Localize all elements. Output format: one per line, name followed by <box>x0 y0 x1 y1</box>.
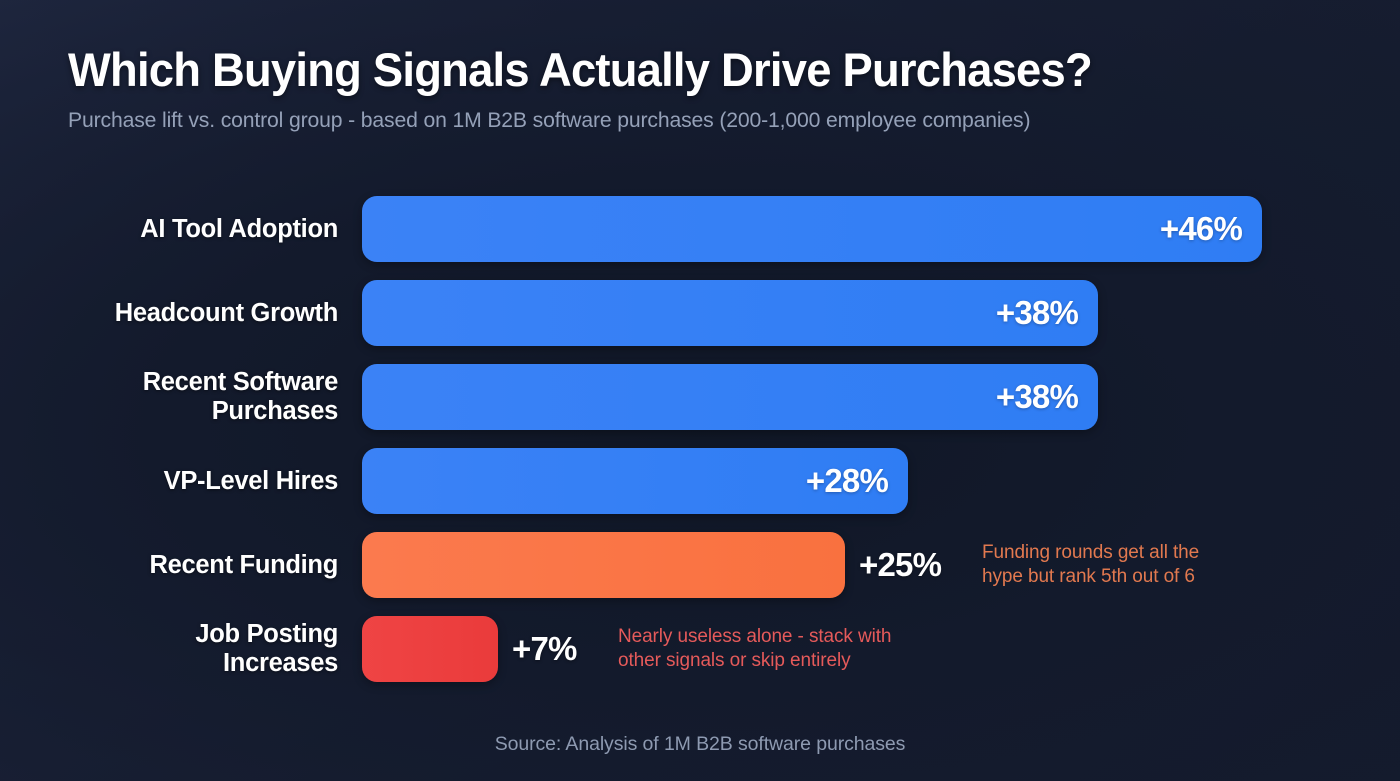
bar[interactable]: +46% <box>362 196 1262 262</box>
bar-track: +46% <box>362 196 1400 262</box>
bar[interactable] <box>362 532 845 598</box>
bar-category-label-line: Job Posting <box>195 620 338 649</box>
bar[interactable]: +38% <box>362 280 1098 346</box>
bar-category-label-line: Recent Software <box>142 368 339 397</box>
bar-annotation: Funding rounds get all the hype but rank … <box>982 532 1199 598</box>
bar-track: +38% <box>362 280 1400 346</box>
bar-category-label: AI Tool Adoption <box>38 196 338 262</box>
bar-category-label-line: Headcount Growth <box>114 298 339 327</box>
bar-annotation-line: other signals or skip entirely <box>618 650 851 671</box>
bar-annotation-line: Funding rounds get all the <box>982 542 1200 564</box>
bar-track: +7% Nearly useless alone - stack with othe… <box>362 616 1400 682</box>
bar-row: Job Posting Increases +7% Nearly useless al… <box>0 616 1400 682</box>
bar-row: Recent Funding +25% Funding rounds get all… <box>0 532 1400 598</box>
bar-track: +38% <box>362 364 1400 430</box>
page-title: Which Buying Signals Actually Drive Purc… <box>68 43 1093 96</box>
chart-header: Which Buying Signals Actually Drive Purc… <box>68 43 1368 133</box>
bar-row: Headcount Growth +38% <box>0 280 1400 346</box>
bar[interactable] <box>362 616 498 682</box>
bar-annotation-line: hype but rank 5th out of 6 <box>982 566 1195 587</box>
bar-category-label-line: Recent Funding <box>149 550 339 579</box>
bar-category-label: Recent Software Purchases <box>38 364 339 430</box>
bar-annotation: Nearly useless alone - stack with other s… <box>618 616 891 682</box>
bar-value-label: +46% <box>1159 210 1243 247</box>
bar-value-label: +38% <box>995 378 1079 415</box>
bar-value-label: +7% <box>512 630 577 667</box>
bar-category-label-line: AI Tool Adoption <box>140 214 338 243</box>
bar-value-label: +25% <box>859 546 942 583</box>
bar-value-label: +38% <box>995 294 1079 331</box>
bar-category-label-line: VP-Level Hires <box>163 466 339 495</box>
bar-category-label: Recent Funding <box>38 532 339 598</box>
bar-category-label: VP-Level Hires <box>38 448 339 514</box>
bar-annotation-line: Nearly useless alone - stack with <box>618 626 892 648</box>
bar-row: AI Tool Adoption +46% <box>0 196 1400 262</box>
bar-category-label-line: Purchases <box>211 397 339 425</box>
bar-category-label-line: Increases <box>223 649 338 677</box>
chart-source-note: Source: Analysis of 1M B2B software purc… <box>494 733 906 755</box>
bar-category-label: Headcount Growth <box>38 280 339 346</box>
bar-track: +25% Funding rounds get all the hype but r… <box>362 532 1400 598</box>
bar-value-label: +28% <box>805 462 889 499</box>
bar-row: Recent Software Purchases +38% <box>0 364 1400 430</box>
bar-chart: AI Tool Adoption +46% Headcount Growth +38%… <box>0 196 1400 700</box>
bar-row: VP-Level Hires +28% <box>0 448 1400 514</box>
bar[interactable]: +28% <box>362 448 908 514</box>
bar-category-label: Job Posting Increases <box>38 616 338 682</box>
chart-subtitle: Purchase lift vs. control group - based … <box>68 107 1031 132</box>
bar[interactable]: +38% <box>362 364 1098 430</box>
bar-track: +28% <box>362 448 1400 514</box>
